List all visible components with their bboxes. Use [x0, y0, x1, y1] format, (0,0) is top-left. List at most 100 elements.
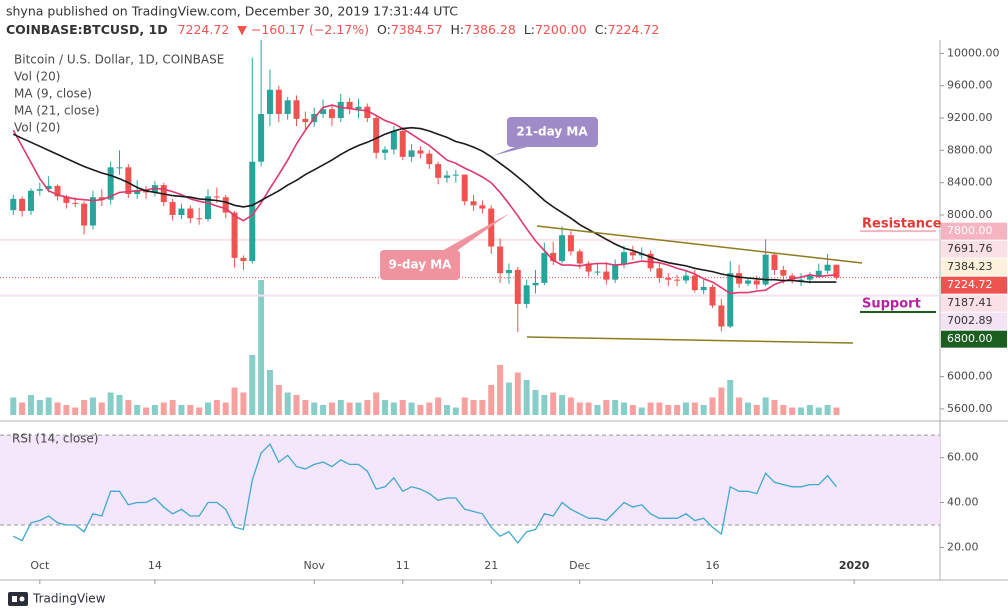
x-tick-label: 2020 — [839, 559, 870, 572]
candle-body — [231, 212, 238, 258]
legend-entry: Vol (20) — [14, 121, 60, 135]
volume-bar — [665, 405, 672, 415]
volume-bar — [134, 405, 141, 415]
candle-body — [798, 279, 805, 281]
x-tick-label: Nov — [303, 559, 325, 572]
volume-bar — [346, 402, 353, 415]
volume-bar — [355, 402, 362, 415]
candle-body — [532, 282, 539, 286]
volume-bar — [19, 402, 26, 415]
volume-bar — [603, 400, 610, 415]
volume-bar — [798, 407, 805, 415]
moving-average — [12, 104, 837, 295]
volume-bar — [107, 392, 114, 415]
volume-bar — [399, 400, 406, 415]
volume-bar — [718, 387, 725, 415]
candle-body — [275, 89, 282, 115]
volume-bar — [576, 402, 583, 415]
candle-body — [744, 280, 751, 284]
candle-body — [559, 235, 566, 262]
change: ▼ −160.17 (−2.17%) — [237, 22, 369, 37]
candle-body — [541, 252, 548, 283]
volume-bar — [302, 400, 309, 415]
volume-bar — [373, 392, 380, 415]
price-label-box — [941, 276, 1007, 294]
rsi-band — [0, 435, 940, 525]
volume-bar — [824, 405, 831, 415]
candle-body — [426, 153, 433, 165]
volume-bar — [231, 387, 238, 415]
price-label-box — [941, 330, 1007, 348]
legend-entry: MA (9, close) — [14, 87, 92, 101]
volume-bar — [452, 407, 459, 415]
volume-bar — [727, 380, 734, 415]
volume-bar — [771, 400, 778, 415]
volume-bar — [54, 402, 61, 415]
legend-entry: Vol (20) — [14, 70, 60, 84]
volume-bar — [160, 402, 167, 415]
volume-bar — [240, 392, 247, 415]
volume-bar — [45, 397, 52, 415]
volume-bar — [815, 407, 822, 415]
candle-body — [443, 175, 450, 178]
candle-body — [806, 275, 813, 280]
candle-body — [505, 269, 512, 274]
volume-bar — [479, 400, 486, 415]
plot-area: 10000.00 9600.00 9200.00 8800.00 8400.00 8000… — [0, 40, 1007, 584]
volume-bar — [266, 370, 273, 415]
volume-bar — [143, 407, 150, 415]
candle-body — [205, 196, 212, 220]
volume-bar — [337, 400, 344, 415]
y-tick-label: 8400.00 — [947, 176, 993, 189]
candle-body — [700, 286, 707, 291]
price-label-box — [941, 258, 1007, 276]
candle-body — [364, 106, 371, 119]
volume-bar — [10, 397, 17, 415]
candle-body — [824, 264, 831, 271]
candle-body — [19, 198, 26, 211]
volume-bar — [691, 402, 698, 415]
volume-bar — [151, 405, 158, 415]
candle-body — [187, 208, 194, 219]
volume-bar — [461, 397, 468, 415]
candle-body — [258, 114, 265, 162]
candle-body — [815, 270, 822, 276]
volume-bar — [647, 402, 654, 415]
candle-body — [833, 264, 840, 278]
candle-body — [98, 197, 105, 200]
volume-bar — [328, 402, 335, 415]
candle-body — [621, 252, 628, 265]
candle-body — [567, 235, 574, 252]
ohlc-key: L: — [524, 22, 535, 37]
x-tick-label: Dec — [569, 559, 590, 572]
candle-body — [647, 253, 654, 269]
price-label: 7384.23 — [947, 260, 993, 273]
volume-bar — [780, 405, 787, 415]
price-label-box — [941, 240, 1007, 258]
volume-bar — [621, 402, 628, 415]
candle-body — [470, 201, 477, 206]
volume-bar — [72, 407, 79, 415]
volume-bar — [417, 405, 424, 415]
overlay: Bitcoin / U.S. Dollar, 1D, COINBASE Vol … — [8, 53, 942, 606]
volume-bar — [258, 280, 265, 415]
x-tick-label: 21 — [484, 559, 498, 572]
volume-bar — [222, 402, 229, 415]
chart-title: Bitcoin / U.S. Dollar, 1D, COINBASE — [14, 53, 224, 67]
volume-bar — [505, 382, 512, 415]
volume-bar — [364, 400, 371, 415]
quote-line: COINBASE:BTCUSD, 1D 7224.72 ▼ −160.17 (−… — [6, 22, 659, 37]
volume-bar — [27, 395, 34, 415]
volume-bar — [736, 397, 743, 415]
price-label-box — [941, 222, 1007, 240]
candle-body — [399, 130, 406, 157]
candle-body — [674, 279, 681, 281]
volume-bar — [567, 397, 574, 415]
volume-bar — [116, 395, 123, 415]
volume-bar — [426, 402, 433, 415]
legend-entry: MA (21, close) — [14, 104, 100, 118]
volume-bar — [709, 397, 716, 415]
y-tick-label: 40.00 — [947, 496, 979, 509]
channel-lower — [526, 336, 854, 344]
